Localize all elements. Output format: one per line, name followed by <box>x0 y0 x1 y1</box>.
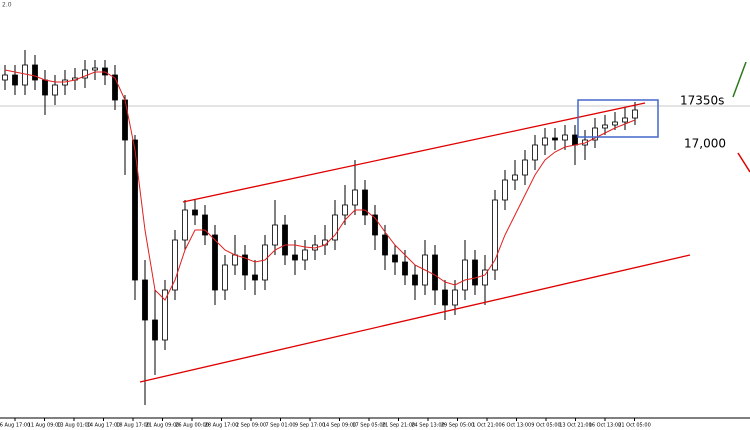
candle-body <box>2 74 8 81</box>
candle-body <box>142 279 148 321</box>
x-tick-label: 28 Aug 17:00 <box>205 423 239 429</box>
candle-body <box>332 214 338 241</box>
candle-body <box>302 249 308 261</box>
x-tick-label: 1 Oct 21:00 <box>472 423 501 429</box>
candle-body <box>562 134 568 141</box>
top-label: 2.0 <box>2 2 12 9</box>
candle-body <box>632 109 638 119</box>
candle-body <box>192 209 198 216</box>
candle-body <box>532 144 538 161</box>
candle-body <box>592 127 598 141</box>
highlight-box <box>577 99 659 138</box>
candle-body <box>172 239 178 291</box>
candle-body <box>572 134 578 146</box>
x-tick-label: 14 Aug 17:00 <box>87 423 121 429</box>
candle-body <box>222 264 228 291</box>
x-tick-label: 21 Aug 09:00 <box>146 423 180 429</box>
candle-body <box>482 269 488 286</box>
x-tick-label: 9 Oct 05:00 <box>531 423 560 429</box>
x-tick-label: 9 Sep 17:00 <box>295 423 325 429</box>
annotation: 17350s <box>680 94 724 108</box>
x-tick-label: 21 Sep 21:00 <box>382 423 415 429</box>
x-tick-label: 13 Aug 01:00 <box>57 423 91 429</box>
candle-body <box>382 234 388 256</box>
candle-body <box>292 254 298 261</box>
candle-body <box>552 137 558 141</box>
candle-body <box>52 84 58 96</box>
candle-body <box>452 289 458 306</box>
x-tick-label: 6 Oct 13:00 <box>502 423 531 429</box>
moving-average <box>4 69 636 301</box>
candle-body <box>162 289 168 341</box>
candle-body <box>612 121 618 126</box>
x-tick-label: 26 Aug 00:00 <box>175 423 209 429</box>
candle-body <box>42 79 48 96</box>
up-arrow <box>732 61 747 98</box>
candle-body <box>352 189 358 206</box>
candle-body <box>622 117 628 123</box>
candle-body <box>82 69 88 79</box>
x-tick-label: 7 Sep 01:00 <box>265 423 295 429</box>
plot <box>2 50 638 405</box>
x-tick-label: 11 Aug 09:00 <box>28 423 62 429</box>
candle-body <box>202 214 208 236</box>
candle-body <box>112 74 118 101</box>
candle-body <box>282 224 288 256</box>
candle-body <box>272 224 278 246</box>
candle-body <box>182 209 188 241</box>
candle-body <box>232 254 238 266</box>
candle-body <box>242 254 248 276</box>
candle-body <box>12 74 18 86</box>
candle-body <box>372 214 378 236</box>
candle-body <box>492 199 498 271</box>
x-tick-label: 18 Aug 17:00 <box>116 423 150 429</box>
x-tick-label: 21 Oct 05:00 <box>618 423 651 429</box>
candle-body <box>122 99 128 141</box>
x-tick-label: 2 Sep 09:00 <box>236 423 266 429</box>
candle-body <box>392 254 398 263</box>
x-tick-label: 24 Sep 13:00 <box>411 423 444 429</box>
candle-body <box>322 239 328 246</box>
x-tick-label: 29 Sep 05:00 <box>441 423 474 429</box>
trend-line <box>139 254 691 383</box>
candle-body <box>32 64 38 81</box>
candle-body <box>512 174 518 181</box>
candle-body <box>412 274 418 286</box>
candle-body <box>342 204 348 216</box>
candle-body <box>462 259 468 291</box>
candle-body <box>602 124 608 129</box>
candle-body <box>22 64 28 86</box>
x-tick-label: 6 Aug 17:00 <box>0 423 30 429</box>
down-arrow <box>737 152 750 173</box>
candle-body <box>362 189 368 216</box>
candle-body <box>152 319 158 341</box>
candle-body <box>212 234 218 291</box>
candle-body <box>442 289 448 306</box>
candle-body <box>522 159 528 176</box>
candle-body <box>262 244 268 281</box>
candle-body <box>402 261 408 276</box>
x-tick-label: 13 Oct 21:00 <box>559 423 592 429</box>
x-tick-label: 14 Sep 09:00 <box>323 423 356 429</box>
candle-body <box>252 274 258 281</box>
x-tick-label: 17 Sep 05:00 <box>352 423 385 429</box>
candle-body <box>542 137 548 146</box>
candle-body <box>132 139 138 281</box>
candle-body <box>502 179 508 201</box>
candle-body <box>472 259 478 286</box>
trend-line <box>182 102 646 203</box>
candle-body <box>432 254 438 291</box>
annotation: 17,000 <box>684 137 726 151</box>
candle-body <box>92 67 98 71</box>
x-tick-label: 16 Oct 13:00 <box>589 423 622 429</box>
